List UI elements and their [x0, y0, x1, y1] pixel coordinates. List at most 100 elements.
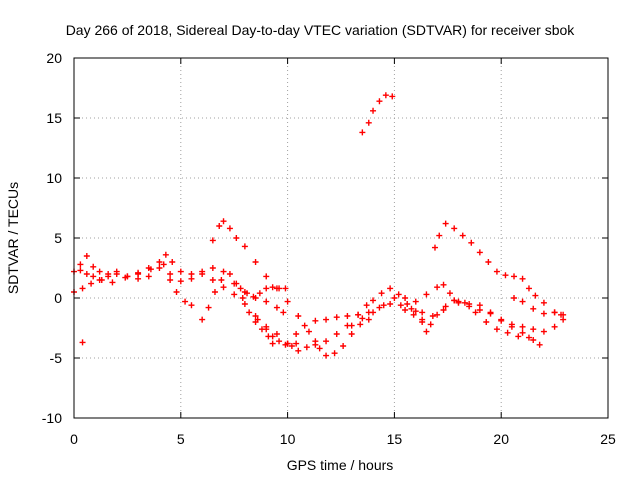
- data-point: [295, 347, 302, 354]
- data-point: [199, 316, 206, 323]
- data-point: [451, 297, 458, 304]
- data-point: [244, 290, 251, 297]
- data-point: [466, 301, 473, 307]
- data-point: [250, 293, 257, 300]
- data-point: [423, 328, 430, 335]
- data-point: [135, 269, 142, 276]
- data-point: [359, 315, 366, 322]
- data-point: [220, 218, 227, 225]
- data-point: [434, 311, 441, 318]
- x-tick-label: 25: [600, 431, 616, 447]
- data-point: [273, 304, 280, 311]
- data-point: [323, 352, 330, 359]
- data-point: [382, 92, 389, 99]
- data-point: [476, 302, 483, 309]
- data-point: [391, 295, 398, 301]
- data-point: [431, 244, 438, 251]
- data-point: [90, 263, 97, 270]
- data-point: [519, 298, 526, 305]
- data-point: [269, 284, 276, 291]
- data-point: [209, 237, 216, 244]
- series-isolated: [79, 339, 86, 346]
- data-point: [231, 291, 238, 298]
- data-point: [288, 343, 295, 349]
- data-point: [303, 344, 310, 351]
- x-tick-label: 0: [70, 431, 78, 447]
- data-point: [363, 302, 370, 309]
- data-point: [237, 285, 244, 292]
- data-point: [365, 119, 372, 126]
- series-arc-h: [295, 285, 430, 354]
- data-point: [483, 319, 490, 325]
- series-arc-g: [254, 316, 300, 349]
- data-point: [540, 299, 547, 306]
- data-point: [446, 290, 453, 297]
- data-point: [551, 309, 558, 316]
- data-point: [293, 340, 300, 347]
- data-point: [525, 285, 532, 292]
- data-point: [340, 343, 347, 349]
- data-point: [160, 261, 167, 268]
- x-tick-label: 5: [177, 431, 185, 447]
- x-tick-label: 20: [493, 431, 509, 447]
- data-point: [387, 301, 394, 307]
- data-point: [98, 277, 105, 283]
- data-point: [113, 271, 120, 277]
- series-arc-i: [284, 297, 532, 347]
- data-point: [402, 295, 409, 301]
- data-point: [423, 291, 430, 298]
- data-point: [365, 316, 372, 323]
- y-tick-label: -5: [50, 350, 63, 366]
- data-point: [301, 322, 308, 329]
- data-point: [402, 307, 409, 313]
- data-point: [551, 323, 558, 330]
- data-point: [254, 316, 261, 323]
- data-point: [511, 295, 518, 301]
- data-point: [455, 299, 462, 306]
- data-point: [429, 313, 436, 319]
- y-tick-label: 20: [46, 50, 62, 66]
- data-point: [79, 339, 86, 346]
- data-point: [182, 298, 189, 305]
- data-point: [122, 274, 129, 281]
- data-point: [177, 268, 184, 275]
- y-tick-labels: -10 -5 0 5 10 15 20: [42, 50, 62, 426]
- data-point: [408, 305, 415, 312]
- data-point: [263, 326, 270, 333]
- data-point: [440, 281, 447, 288]
- data-point: [199, 268, 206, 275]
- data-point: [359, 129, 366, 136]
- data-point: [220, 268, 227, 275]
- data-point: [502, 272, 509, 279]
- data-point: [293, 331, 300, 337]
- data-point: [476, 249, 483, 256]
- plot-frame: [73, 57, 609, 419]
- data-point: [348, 331, 355, 337]
- data-point: [282, 285, 289, 292]
- data-point: [558, 311, 565, 318]
- data-point: [376, 98, 383, 105]
- data-point: [316, 345, 323, 352]
- data-point: [105, 273, 112, 280]
- data-point: [276, 285, 283, 292]
- data-point: [412, 308, 419, 315]
- data-point: [410, 311, 417, 318]
- data-point: [263, 298, 270, 305]
- data-point: [440, 307, 447, 313]
- data-point: [162, 251, 169, 258]
- data-point: [312, 341, 319, 348]
- data-point: [515, 333, 522, 340]
- data-point: [504, 329, 511, 336]
- data-point: [442, 220, 449, 227]
- series-arc-d: [199, 271, 276, 347]
- data-point: [472, 309, 479, 316]
- data-point: [233, 235, 240, 241]
- data-point: [333, 331, 340, 337]
- data-point: [530, 305, 537, 312]
- data-point: [525, 334, 532, 341]
- series-arc-m: [455, 299, 567, 335]
- data-point: [177, 278, 184, 285]
- y-axis-label: SDTVAR / TECUs: [5, 182, 21, 294]
- data-point: [376, 304, 383, 311]
